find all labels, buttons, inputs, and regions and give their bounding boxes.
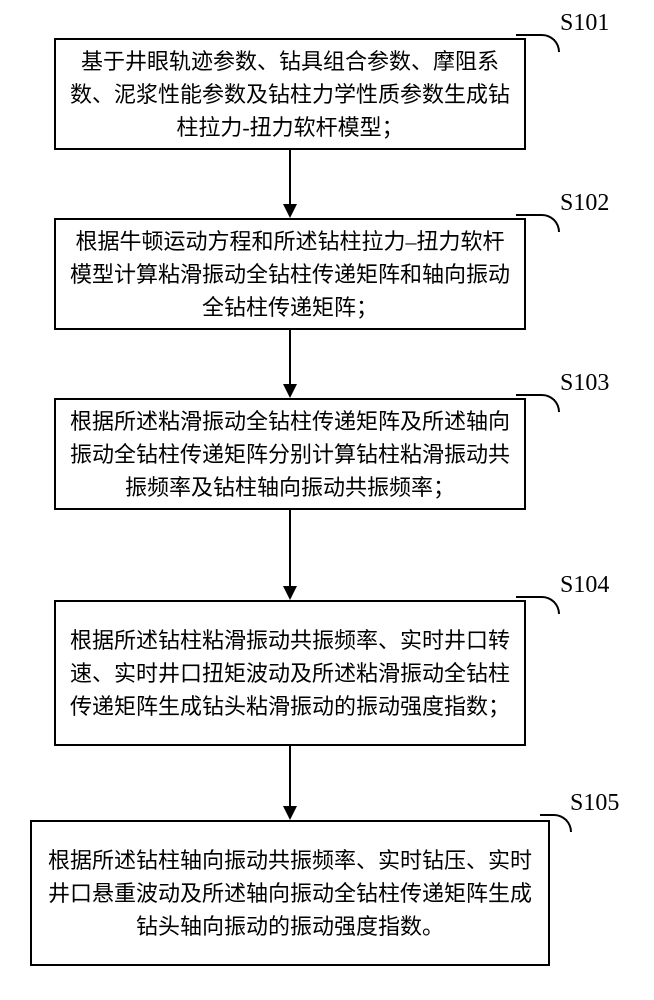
callout-connector (516, 394, 560, 412)
callout-connector (540, 814, 572, 832)
step-box-s105: 根据所述钻柱轴向振动共振频率、实时钻压、实时井口悬重波动及所述轴向振动全钻柱传递… (30, 820, 550, 966)
callout-connector (516, 596, 560, 614)
step-label-s103: S103 (560, 370, 609, 397)
step-text: 根据所述钻柱轴向振动共振频率、实时钻压、实时井口悬重波动及所述轴向振动全钻柱传递… (46, 844, 534, 943)
step-box-s104: 根据所述钻柱粘滑振动共振频率、实时井口转速、实时井口扭矩波动及所述粘滑振动全钻柱… (54, 600, 526, 746)
arrow-down-icon (283, 806, 297, 820)
step-label-s101: S101 (560, 10, 609, 37)
step-label-s104: S104 (560, 572, 609, 599)
step-box-s101: 基于井眼轨迹参数、钻具组合参数、摩阻系数、泥浆性能参数及钻柱力学性质参数生成钻柱… (54, 38, 526, 150)
arrow-line (289, 330, 291, 384)
arrow-down-icon (283, 204, 297, 218)
flowchart-canvas: 基于井眼轨迹参数、钻具组合参数、摩阻系数、泥浆性能参数及钻柱力学性质参数生成钻柱… (0, 0, 654, 1000)
step-box-s103: 根据所述粘滑振动全钻柱传递矩阵及所述轴向振动全钻柱传递矩阵分别计算钻柱粘滑振动共… (54, 398, 526, 510)
step-text: 基于井眼轨迹参数、钻具组合参数、摩阻系数、泥浆性能参数及钻柱力学性质参数生成钻柱… (70, 45, 510, 144)
step-text: 根据牛顿运动方程和所述钻柱拉力–扭力软杆模型计算粘滑振动全钻柱传递矩阵和轴向振动… (70, 225, 510, 324)
step-label-s105: S105 (570, 790, 619, 817)
arrow-line (289, 150, 291, 204)
step-label-s102: S102 (560, 190, 609, 217)
arrow-line (289, 510, 291, 586)
step-text: 根据所述钻柱粘滑振动共振频率、实时井口转速、实时井口扭矩波动及所述粘滑振动全钻柱… (70, 624, 510, 723)
callout-connector (516, 214, 560, 232)
arrow-down-icon (283, 586, 297, 600)
step-box-s102: 根据牛顿运动方程和所述钻柱拉力–扭力软杆模型计算粘滑振动全钻柱传递矩阵和轴向振动… (54, 218, 526, 330)
step-text: 根据所述粘滑振动全钻柱传递矩阵及所述轴向振动全钻柱传递矩阵分别计算钻柱粘滑振动共… (70, 405, 510, 504)
arrow-line (289, 746, 291, 806)
arrow-down-icon (283, 384, 297, 398)
callout-connector (516, 34, 560, 52)
